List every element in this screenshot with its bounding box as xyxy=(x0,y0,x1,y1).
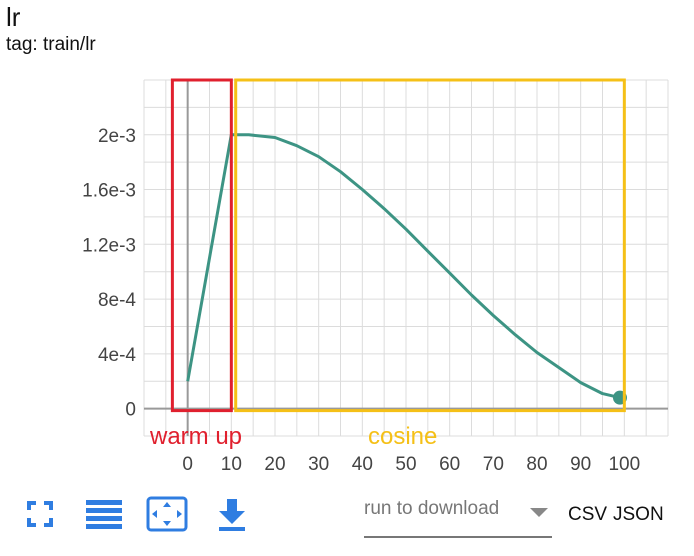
y-tick-label: 2e-3 xyxy=(98,126,136,147)
csv-link[interactable]: CSV xyxy=(568,504,608,525)
y-tick-label: 8e-4 xyxy=(98,290,136,311)
x-tick-label: 80 xyxy=(526,454,547,475)
x-tick-label: 50 xyxy=(395,454,416,475)
x-tick-label: 90 xyxy=(570,454,591,475)
y-tick-label: 0 xyxy=(125,400,136,421)
y-tick-label: 1.2e-3 xyxy=(82,235,136,256)
y-tick-label: 4e-4 xyxy=(98,345,136,366)
chevron-down-icon xyxy=(530,508,548,517)
x-tick-label: 70 xyxy=(483,454,504,475)
run-download-placeholder: run to download xyxy=(364,498,500,519)
x-tick-label: 100 xyxy=(608,454,640,475)
x-tick-label: 0 xyxy=(182,454,193,475)
warmup-box xyxy=(170,78,233,413)
x-tick-label: 20 xyxy=(264,454,285,475)
lr-chart: 0 4e-4 8e-4 1.2e-3 1.6e-3 2e-3 0 10 20 30 40 50 60 70… xyxy=(82,78,669,475)
list-icon[interactable] xyxy=(84,496,122,532)
cosine-box xyxy=(234,78,626,413)
chart-tag: tag: train/lr xyxy=(6,34,96,55)
phase-boxes xyxy=(170,78,626,413)
fullscreen-icon[interactable] xyxy=(22,496,58,532)
y-tick-label: 1.6e-3 xyxy=(82,181,136,202)
json-link[interactable]: JSON xyxy=(613,504,664,525)
x-tick-label: 10 xyxy=(221,454,242,475)
x-tick-label: 60 xyxy=(439,454,460,475)
cosine-label: cosine xyxy=(368,423,437,450)
chart-title: lr xyxy=(6,2,21,32)
grid xyxy=(143,79,669,437)
run-download-select[interactable]: run to download xyxy=(364,494,552,538)
warmup-label: warm up xyxy=(149,423,242,450)
x-tick-label: 40 xyxy=(352,454,373,475)
download-icon[interactable] xyxy=(214,496,250,532)
lr-line xyxy=(186,133,621,400)
tick-labels: 0 4e-4 8e-4 1.2e-3 1.6e-3 2e-3 0 10 20 30 40 50 60 70… xyxy=(82,126,640,475)
x-tick-label: 30 xyxy=(308,454,329,475)
fit-domain-icon[interactable] xyxy=(146,496,188,532)
